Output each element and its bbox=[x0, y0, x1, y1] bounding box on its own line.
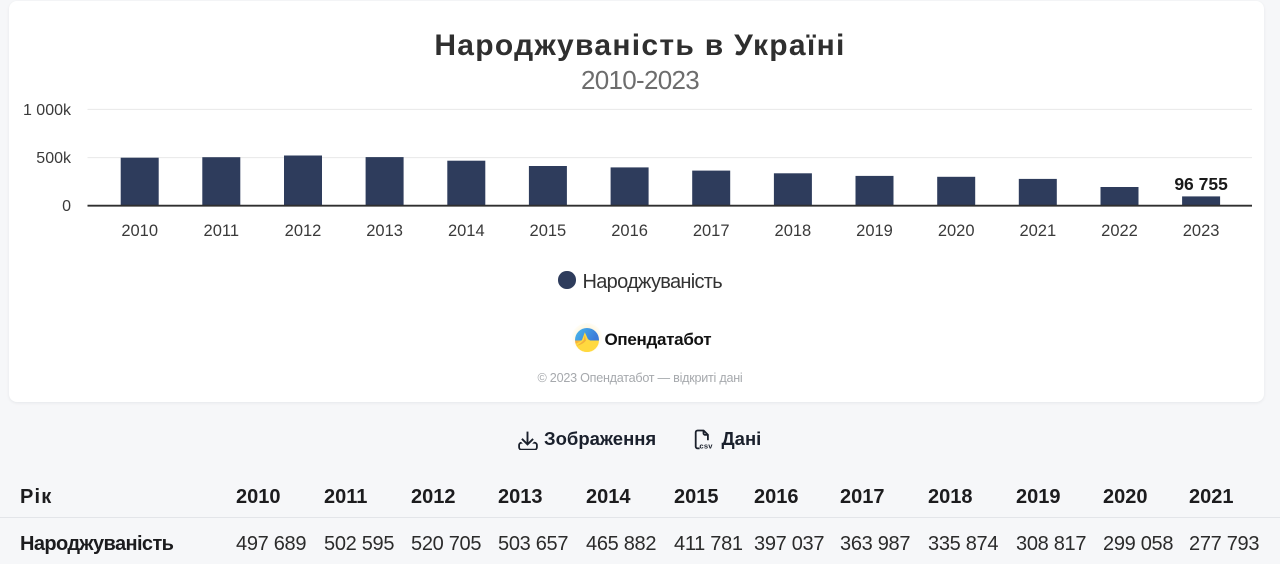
svg-text:2017: 2017 bbox=[693, 222, 730, 240]
svg-text:2021: 2021 bbox=[1019, 222, 1056, 240]
svg-text:2016: 2016 bbox=[611, 222, 648, 240]
svg-text:2020: 2020 bbox=[938, 222, 975, 240]
svg-text:2013: 2013 bbox=[366, 222, 403, 240]
svg-text:2019: 2019 bbox=[856, 222, 893, 240]
svg-text:2012: 2012 bbox=[285, 222, 322, 240]
svg-text:96 755: 96 755 bbox=[1174, 174, 1228, 194]
svg-text:0: 0 bbox=[62, 198, 71, 215]
svg-text:csv: csv bbox=[699, 441, 713, 449]
svg-text:2015: 2015 bbox=[530, 222, 567, 240]
svg-text:500k: 500k bbox=[36, 150, 72, 167]
svg-text:1 000k: 1 000k bbox=[23, 102, 72, 119]
svg-text:2014: 2014 bbox=[448, 222, 485, 240]
svg-text:2023: 2023 bbox=[1183, 222, 1220, 240]
svg-text:2018: 2018 bbox=[775, 222, 812, 240]
svg-text:2022: 2022 bbox=[1101, 222, 1138, 240]
svg-text:2010: 2010 bbox=[121, 222, 158, 240]
svg-text:2011: 2011 bbox=[204, 222, 239, 240]
